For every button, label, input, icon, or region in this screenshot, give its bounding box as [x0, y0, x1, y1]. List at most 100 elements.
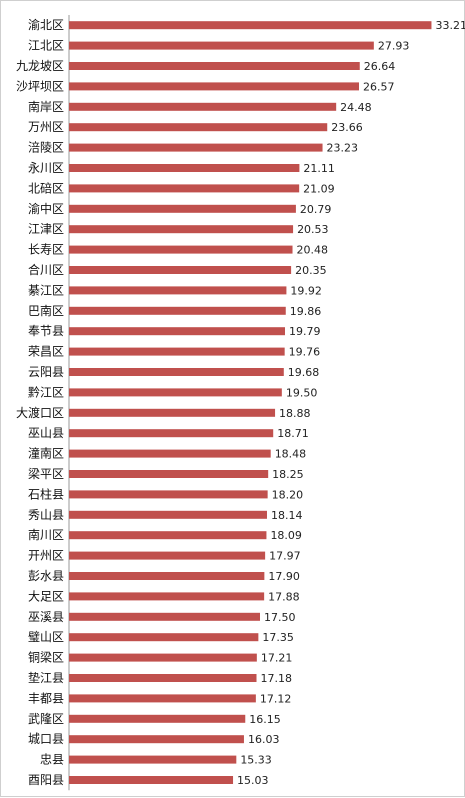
bar [69, 184, 300, 193]
category-label: 丰都县 [28, 691, 64, 705]
data-label: 17.97 [269, 550, 301, 563]
bar [69, 408, 276, 417]
data-label: 19.50 [286, 386, 318, 399]
bar [69, 245, 293, 254]
bar [69, 674, 257, 682]
category-label: 江北区 [28, 39, 64, 53]
category-label: 长寿区 [28, 243, 64, 257]
data-label: 17.35 [262, 631, 294, 644]
category-label: 彭水县 [28, 569, 64, 583]
category-label: 荣昌区 [28, 345, 64, 359]
data-label: 19.92 [290, 284, 322, 297]
data-label: 16.15 [249, 713, 281, 726]
bar [69, 102, 337, 111]
bar [69, 123, 328, 132]
data-label: 17.18 [261, 672, 293, 685]
category-label: 綦江区 [28, 283, 64, 297]
bar [69, 21, 432, 30]
bar [69, 286, 287, 295]
data-label: 21.09 [303, 182, 335, 195]
category-label: 北碚区 [28, 180, 64, 195]
data-label: 20.35 [295, 264, 327, 277]
bar [69, 714, 246, 723]
category-label: 合川区 [28, 262, 64, 277]
bar [69, 694, 256, 703]
data-label: 18.14 [271, 509, 303, 522]
data-label: 20.48 [297, 244, 329, 257]
data-label: 26.57 [363, 80, 395, 93]
bar [69, 62, 360, 70]
category-label: 武隆区 [28, 711, 64, 726]
category-label: 渝中区 [28, 201, 64, 216]
bar [69, 653, 257, 662]
category-label: 沙坪坝区 [16, 79, 64, 93]
bar [69, 388, 282, 397]
bar [69, 470, 269, 478]
bars-layer: 渝北区 33.21 江北区 27.93 九龙坡区 26.64 沙坪坝区 26.57 南岸区 24.… [16, 15, 465, 791]
data-label: 15.03 [237, 774, 269, 787]
bar [69, 143, 323, 152]
category-label: 垫江县 [28, 670, 64, 685]
data-label: 15.33 [240, 754, 271, 767]
category-label: 酉阳县 [28, 773, 64, 787]
category-label: 大渡口区 [16, 405, 64, 420]
bar [69, 572, 265, 580]
data-label: 18.09 [270, 529, 302, 542]
data-label: 17.12 [260, 692, 292, 705]
bar [69, 225, 294, 234]
bar [69, 347, 285, 356]
data-label: 20.79 [300, 203, 332, 216]
category-label: 九龙坡区 [16, 59, 64, 73]
data-label: 18.48 [275, 448, 307, 461]
data-label: 17.21 [261, 652, 293, 665]
bar [69, 490, 268, 499]
data-label: 21.11 [303, 162, 335, 175]
category-label: 南岸区 [28, 99, 64, 114]
category-label: 开州区 [28, 549, 64, 563]
category-label: 万州区 [28, 120, 64, 134]
data-label: 24.48 [340, 101, 372, 114]
bar [69, 776, 234, 784]
bar [69, 204, 296, 213]
category-label: 黔江区 [28, 384, 64, 399]
category-label: 秀山县 [28, 508, 64, 522]
category-label: 石柱县 [28, 486, 64, 501]
bar [69, 735, 244, 744]
category-label: 涪陵区 [28, 140, 64, 155]
bar [69, 306, 286, 315]
category-label: 铜梁区 [28, 650, 64, 665]
data-label: 18.25 [272, 468, 304, 481]
data-label: 23.66 [331, 121, 363, 134]
category-label: 忠县 [40, 753, 64, 767]
data-label: 27.93 [378, 40, 410, 53]
bar [69, 551, 266, 560]
category-label: 城口县 [28, 732, 64, 746]
bar [69, 633, 259, 642]
category-label: 大足区 [28, 589, 64, 603]
data-label: 17.50 [264, 611, 296, 624]
data-label: 18.20 [272, 488, 304, 501]
bar [69, 327, 285, 336]
bar [69, 531, 267, 540]
category-label: 巫溪县 [28, 610, 64, 624]
data-label: 18.71 [277, 427, 309, 440]
bar [69, 368, 284, 376]
bar [69, 612, 260, 621]
category-label: 渝北区 [28, 17, 64, 32]
data-label: 19.68 [288, 366, 320, 379]
data-label: 20.53 [297, 223, 329, 236]
bar [69, 164, 300, 172]
bar [69, 429, 274, 438]
category-label: 江津区 [28, 222, 64, 236]
bar [69, 266, 292, 274]
data-label: 16.03 [248, 733, 280, 746]
bar [69, 755, 237, 764]
category-label: 南川区 [28, 527, 64, 542]
bar [69, 592, 265, 601]
category-label: 巴南区 [28, 303, 64, 318]
category-label: 巫山县 [28, 426, 64, 440]
bar [69, 82, 359, 91]
data-label: 33.21 [435, 19, 465, 32]
